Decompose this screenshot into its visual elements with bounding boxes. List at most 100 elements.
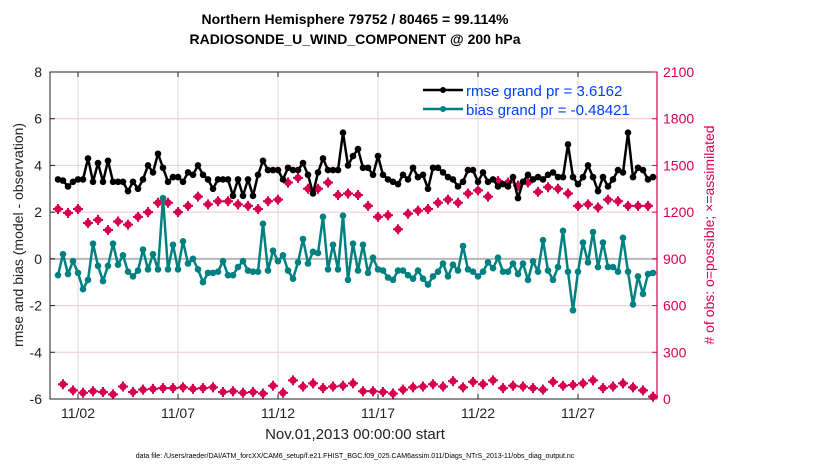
bias-point bbox=[599, 239, 607, 246]
bias-point bbox=[384, 274, 392, 281]
rmse-point bbox=[494, 183, 502, 190]
obs-assimilated-marker bbox=[448, 376, 458, 387]
bias-point bbox=[89, 240, 97, 247]
rmse-point bbox=[359, 164, 367, 172]
rmse-point bbox=[519, 178, 527, 186]
bias-point bbox=[364, 269, 372, 277]
bias-point bbox=[349, 240, 357, 247]
obs-assimilated-marker bbox=[133, 211, 143, 222]
bias-point bbox=[169, 241, 177, 249]
bias-point bbox=[649, 269, 657, 277]
obs-assimilated-marker bbox=[583, 199, 593, 210]
bias-point bbox=[264, 267, 272, 274]
rmse-point bbox=[59, 177, 67, 184]
bias-point bbox=[564, 268, 572, 276]
bias-point bbox=[194, 266, 202, 273]
rmse-point bbox=[614, 166, 622, 174]
obs-assimilated-marker bbox=[543, 182, 553, 193]
obs-assimilated-marker bbox=[393, 224, 403, 235]
bias-point bbox=[139, 246, 147, 253]
rmse-point bbox=[469, 166, 477, 174]
bias-point bbox=[509, 260, 517, 267]
bias-point bbox=[639, 290, 647, 298]
obs-assimilated-marker bbox=[488, 375, 498, 386]
obs-assimilated-marker bbox=[608, 381, 618, 392]
bias-point bbox=[604, 263, 612, 271]
rmse-point bbox=[354, 145, 362, 153]
y-axis-label: rmse and bias (model - observation) bbox=[10, 123, 26, 347]
x-tick-label: 11/07 bbox=[161, 405, 195, 421]
bias-point bbox=[459, 242, 467, 250]
rmse-point bbox=[479, 169, 487, 176]
rmse-point bbox=[194, 162, 202, 169]
bias-point bbox=[234, 263, 242, 271]
bias-point bbox=[309, 248, 317, 256]
rmse-point bbox=[184, 169, 192, 176]
bias-point bbox=[224, 271, 232, 279]
bias-point bbox=[109, 240, 117, 247]
bias-point bbox=[424, 281, 432, 288]
bias-point bbox=[454, 267, 462, 274]
obs-assimilated-marker bbox=[58, 379, 68, 390]
rmse-point bbox=[369, 171, 377, 179]
rmse-point bbox=[99, 178, 107, 186]
y-tick-label: 8 bbox=[34, 64, 42, 80]
obs-assimilated-marker bbox=[598, 383, 608, 394]
x-tick-label: 11/17 bbox=[361, 405, 395, 421]
bias-point bbox=[499, 268, 507, 276]
obs-assimilated-marker bbox=[203, 199, 213, 210]
rmse-point bbox=[329, 166, 337, 174]
rmse-point bbox=[454, 183, 462, 190]
rmse-point bbox=[54, 176, 62, 183]
bias-point bbox=[94, 262, 102, 270]
obs-assimilated-marker bbox=[613, 196, 623, 207]
bias-point bbox=[249, 268, 257, 276]
rmse-point bbox=[509, 173, 517, 181]
obs-assimilated-marker bbox=[193, 191, 203, 202]
rmse-point bbox=[529, 176, 537, 183]
obs-assimilated-marker bbox=[453, 197, 463, 208]
bias-point bbox=[444, 273, 452, 280]
rmse-point bbox=[424, 185, 432, 193]
obs-assimilated-marker bbox=[168, 383, 178, 394]
obs-assimilated-marker bbox=[588, 375, 598, 386]
bias-point bbox=[334, 266, 342, 273]
rmse-point bbox=[389, 178, 397, 186]
bias-point bbox=[129, 273, 137, 280]
obs-assimilated-marker bbox=[618, 378, 628, 389]
x-tick-label: 11/02 bbox=[61, 405, 95, 421]
obs-assimilated-marker bbox=[428, 379, 438, 390]
obs-assimilated-marker bbox=[468, 376, 478, 387]
obs-assimilated-marker bbox=[293, 172, 303, 183]
rmse-point bbox=[189, 171, 197, 179]
rmse-point bbox=[304, 171, 312, 179]
rmse-point bbox=[399, 171, 407, 179]
rmse-point bbox=[279, 176, 287, 183]
rmse-point bbox=[534, 173, 542, 181]
bias-point bbox=[394, 267, 402, 274]
bias-point bbox=[209, 269, 217, 277]
rmse-point bbox=[624, 129, 632, 137]
bias-point bbox=[154, 266, 162, 273]
y2-tick-label: 600 bbox=[663, 298, 687, 314]
rmse-point bbox=[69, 178, 77, 186]
bias-point bbox=[59, 250, 67, 258]
bias-point bbox=[474, 273, 482, 280]
obs-assimilated-marker bbox=[403, 208, 413, 219]
bias-point bbox=[144, 266, 152, 273]
rmse-point bbox=[254, 171, 262, 179]
rmse-point bbox=[284, 164, 292, 172]
rmse-point bbox=[344, 162, 352, 169]
rmse-point bbox=[549, 169, 557, 176]
bias-point bbox=[159, 194, 167, 202]
obs-count-markers bbox=[53, 172, 658, 402]
obs-assimilated-marker bbox=[128, 386, 138, 397]
rmse-point bbox=[64, 183, 72, 190]
obs-assimilated-marker bbox=[283, 177, 293, 188]
obs-assimilated-marker bbox=[93, 214, 103, 225]
series-lines bbox=[54, 129, 657, 314]
rmse-point bbox=[174, 173, 182, 181]
bias-point bbox=[229, 271, 237, 279]
rmse-point bbox=[89, 178, 97, 186]
rmse-point bbox=[294, 166, 302, 174]
